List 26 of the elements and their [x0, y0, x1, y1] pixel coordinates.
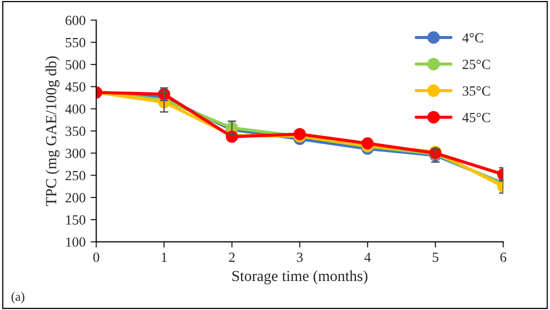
legend-label: 25°C: [462, 60, 490, 70]
y-tick-label: 150: [66, 215, 86, 225]
x-tick-label: 0: [93, 252, 100, 262]
y-tick-label: 500: [66, 60, 86, 70]
y-tick-label: 450: [65, 82, 86, 92]
y-tick-label: 350: [66, 126, 86, 136]
y-tick-label: 100: [66, 237, 86, 247]
x-tick-label: 2: [229, 252, 235, 262]
y-tick-label: 250: [66, 170, 86, 180]
text: (a): [12, 292, 24, 304]
y-tick-label: 550: [66, 38, 86, 48]
y-axis-title: TPC (mg GAE/100g db): [46, 56, 60, 206]
y-tick-label: 200: [66, 193, 86, 202]
x-tick-label: 6: [500, 252, 506, 262]
legend-label: 35°C: [462, 86, 490, 96]
legend-label: 45°C: [462, 112, 490, 122]
x-axis-title: Storage time (months): [232, 270, 368, 284]
point: [362, 137, 374, 150]
legend-label: 4°C: [462, 33, 484, 43]
x-tick-label: 3: [296, 252, 303, 262]
x-tick-label: 5: [432, 252, 438, 262]
x-tick-label: 4: [364, 252, 371, 262]
y-tick-label: 600: [66, 16, 86, 26]
x-tick-label: 1: [162, 252, 167, 262]
y-tick-label: 400: [65, 104, 86, 114]
y-tick-label: 300: [66, 148, 86, 158]
